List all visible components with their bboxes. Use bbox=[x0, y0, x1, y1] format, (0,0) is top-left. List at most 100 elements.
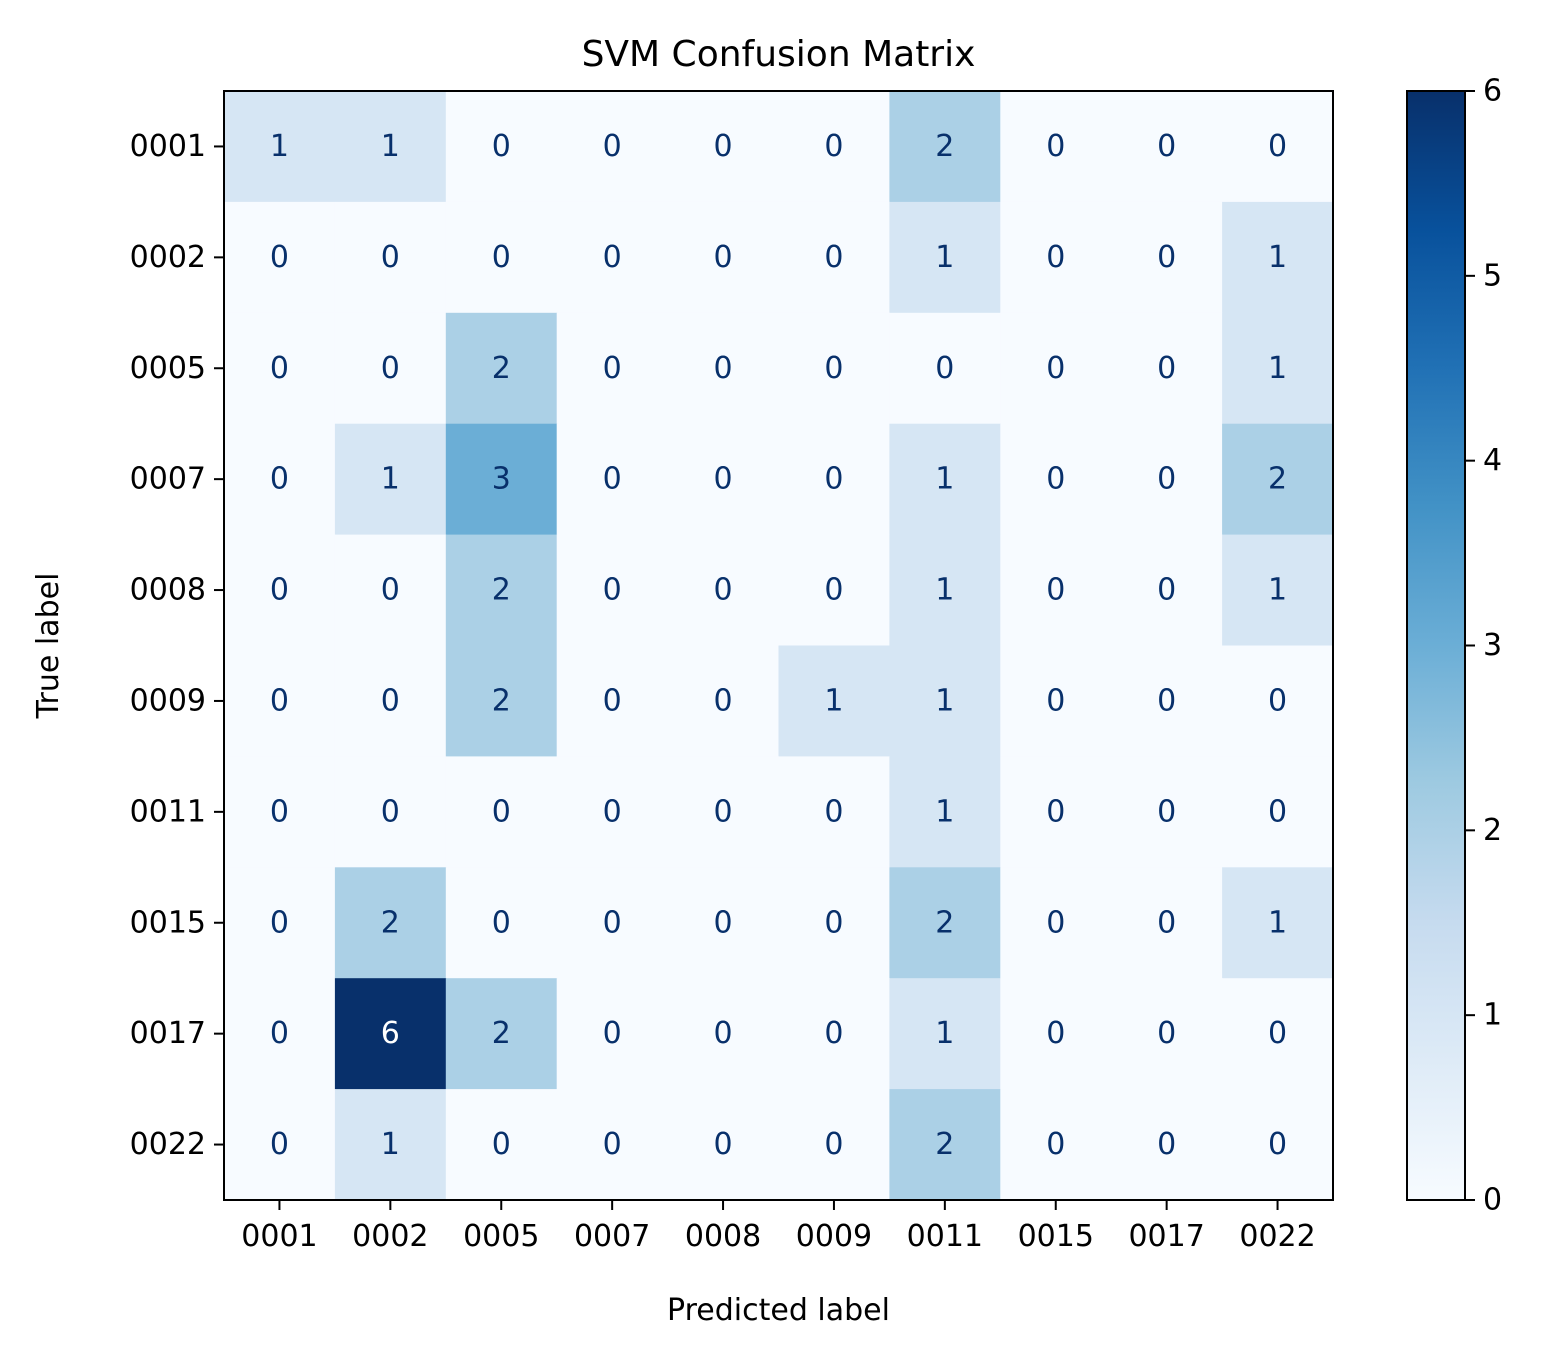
heatmap-cell bbox=[445, 423, 558, 536]
heatmap-cell bbox=[224, 978, 336, 1090]
heatmap-cell bbox=[445, 312, 558, 425]
heatmap-cell bbox=[224, 312, 336, 425]
heatmap-cell bbox=[778, 423, 890, 536]
cell-value-label: 0 bbox=[714, 1016, 733, 1051]
heatmap-cell bbox=[1222, 534, 1334, 646]
heatmap-cell bbox=[1111, 978, 1223, 1090]
heatmap-cell bbox=[556, 534, 669, 646]
heatmap-cell bbox=[334, 423, 447, 536]
heatmap-cell bbox=[224, 201, 336, 314]
heatmap-cell bbox=[1222, 867, 1334, 979]
heatmap-cell bbox=[556, 867, 669, 979]
heatmap-cell bbox=[667, 1089, 779, 1201]
cell-value-label: 0 bbox=[270, 573, 289, 608]
y-axis-ticks: 0001 0002 0005 0007 0008 0009 0011 0015 0017 0022 bbox=[130, 129, 224, 1162]
cell-value-label: 0 bbox=[1157, 905, 1176, 940]
cell-value-label: 0 bbox=[714, 240, 733, 275]
heatmap-cell bbox=[778, 91, 890, 203]
cell-value-label: 1 bbox=[824, 683, 843, 718]
cell-value-label: 0 bbox=[824, 573, 843, 608]
x-tick-label: 0001 bbox=[241, 1219, 317, 1254]
cell-value-label: 0 bbox=[935, 351, 954, 386]
y-tick-label: 0022 bbox=[130, 1127, 206, 1162]
x-tick-label: 0002 bbox=[352, 1219, 428, 1254]
cell-value-label: 0 bbox=[603, 129, 622, 164]
x-tick-label: 0017 bbox=[1128, 1219, 1204, 1254]
heatmap-cell bbox=[224, 867, 336, 979]
colorbar-tick-label: 3 bbox=[1483, 628, 1502, 663]
y-tick-label: 0001 bbox=[130, 129, 206, 164]
heatmap-cell bbox=[889, 423, 1001, 536]
heatmap-cell bbox=[445, 978, 558, 1090]
heatmap-cell bbox=[778, 201, 890, 314]
heatmap-cell bbox=[224, 534, 336, 646]
cell-value-label: 0 bbox=[1046, 240, 1065, 275]
heatmap-cell bbox=[667, 756, 779, 868]
cell-value-label: 1 bbox=[935, 683, 954, 718]
heatmap-cell bbox=[778, 756, 890, 868]
chart-title: SVM Confusion Matrix bbox=[582, 34, 976, 75]
heatmap-cell bbox=[334, 978, 447, 1090]
cell-value-label: 1 bbox=[935, 240, 954, 275]
cell-value-label: 0 bbox=[714, 351, 733, 386]
cell-value-label: 1 bbox=[935, 573, 954, 608]
heatmap-cell bbox=[889, 645, 1001, 757]
colorbar-tick-label: 2 bbox=[1483, 813, 1502, 848]
cell-value-label: 2 bbox=[492, 351, 511, 386]
heatmap-cell bbox=[334, 1089, 447, 1201]
cell-value-label: 0 bbox=[714, 794, 733, 829]
cell-value-label: 0 bbox=[714, 129, 733, 164]
heatmap-cell bbox=[1222, 978, 1334, 1090]
cell-value-label: 0 bbox=[1046, 905, 1065, 940]
colorbar-tick-label: 1 bbox=[1483, 998, 1502, 1033]
heatmap-cell bbox=[1222, 91, 1334, 203]
y-tick-label: 0005 bbox=[130, 351, 206, 386]
heatmap-cell bbox=[889, 978, 1001, 1090]
heatmap-cell bbox=[1000, 645, 1112, 757]
heatmap-cell bbox=[1000, 201, 1112, 314]
cell-value-label: 6 bbox=[381, 1016, 400, 1051]
heatmap-cell bbox=[1222, 201, 1334, 314]
cell-value-label: 0 bbox=[270, 1016, 289, 1051]
heatmap-cells bbox=[224, 91, 1334, 1201]
cell-value-label: 2 bbox=[492, 683, 511, 718]
cell-value-label: 0 bbox=[714, 683, 733, 718]
cell-value-label: 0 bbox=[824, 794, 843, 829]
cell-value-label: 0 bbox=[1046, 683, 1065, 718]
cell-value-label: 0 bbox=[492, 129, 511, 164]
y-tick-label: 0017 bbox=[130, 1016, 206, 1051]
heatmap-cell bbox=[667, 534, 779, 646]
heatmap-cell bbox=[556, 645, 669, 757]
cell-value-label: 0 bbox=[381, 573, 400, 608]
cell-value-label: 0 bbox=[381, 683, 400, 718]
heatmap-cell bbox=[1222, 756, 1334, 868]
heatmap-cell bbox=[889, 534, 1001, 646]
heatmap-cell bbox=[667, 867, 779, 979]
heatmap-cell bbox=[1222, 312, 1334, 425]
cell-value-label: 2 bbox=[492, 1016, 511, 1051]
heatmap-cell bbox=[1222, 645, 1334, 757]
cell-value-label: 0 bbox=[603, 1127, 622, 1162]
heatmap-cell bbox=[445, 756, 558, 868]
heatmap-cell bbox=[778, 534, 890, 646]
cell-value-label: 0 bbox=[603, 351, 622, 386]
y-tick-label: 0015 bbox=[130, 905, 206, 940]
heatmap-cell bbox=[556, 312, 669, 425]
heatmap-cell bbox=[556, 201, 669, 314]
cell-value-label: 0 bbox=[1157, 1016, 1176, 1051]
cell-value-label: 0 bbox=[1046, 462, 1065, 497]
y-tick-label: 0002 bbox=[130, 240, 206, 275]
heatmap-cell bbox=[1111, 756, 1223, 868]
cell-value-label: 0 bbox=[492, 905, 511, 940]
cell-value-label: 0 bbox=[824, 129, 843, 164]
cell-value-label: 1 bbox=[381, 462, 400, 497]
colorbar-tick-label: 4 bbox=[1483, 443, 1502, 478]
cell-value-label: 0 bbox=[1157, 129, 1176, 164]
cell-value-label: 0 bbox=[1157, 462, 1176, 497]
cell-value-label: 0 bbox=[1157, 351, 1176, 386]
x-axis-ticks: 0001 0002 0005 0007 0008 0009 0011 0015 0017 0022 bbox=[241, 1200, 1316, 1254]
heatmap-cell bbox=[667, 978, 779, 1090]
cell-value-label: 1 bbox=[1268, 573, 1287, 608]
heatmap-cell bbox=[889, 867, 1001, 979]
